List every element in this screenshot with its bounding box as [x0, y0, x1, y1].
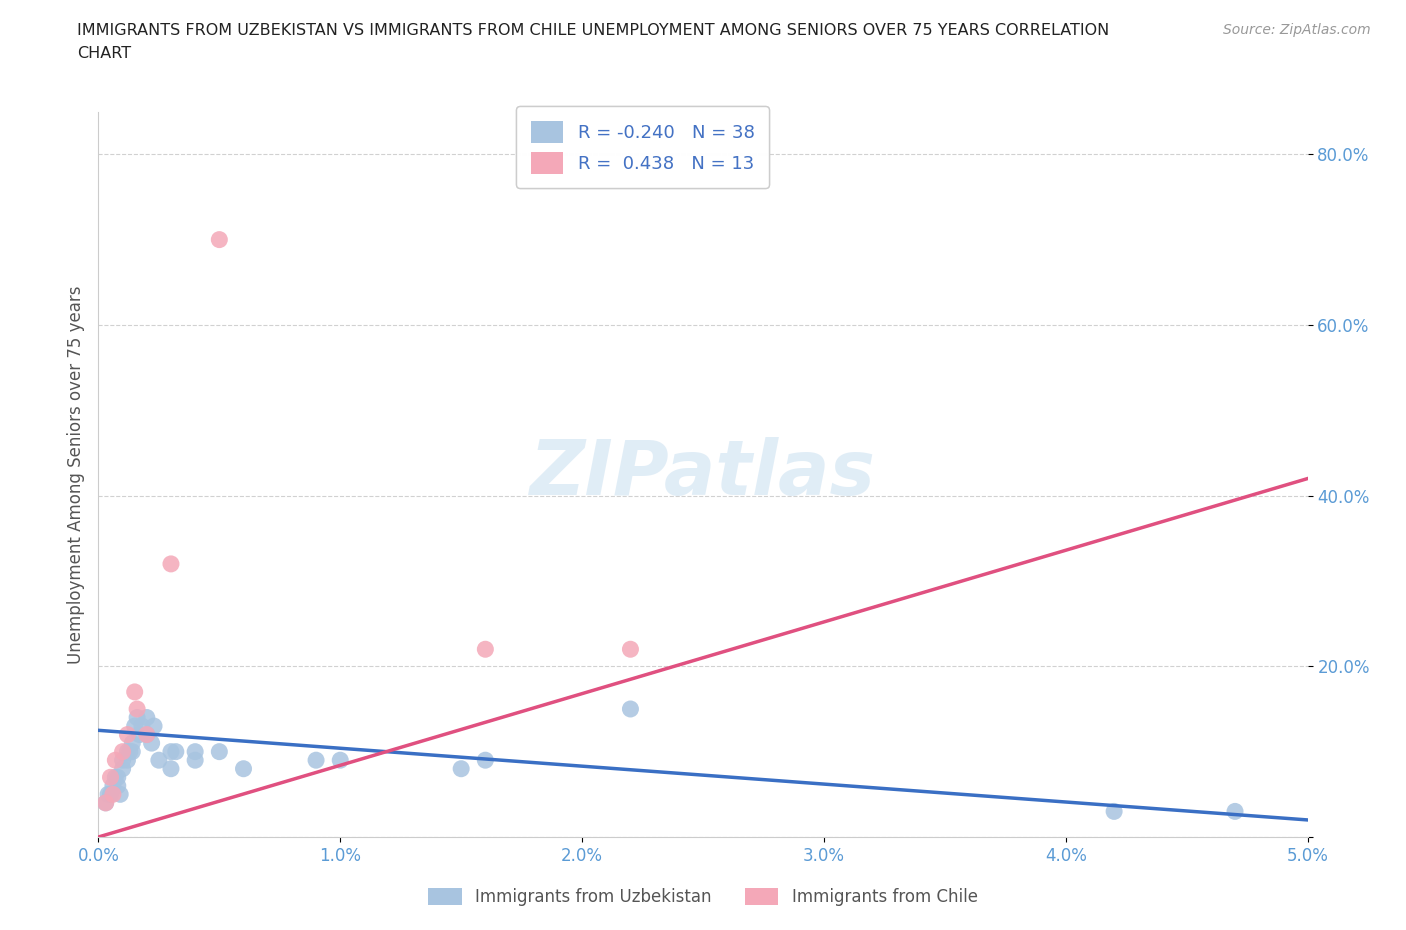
Point [160, 556, 183, 571]
Legend: Immigrants from Uzbekistan, Immigrants from Chile: Immigrants from Uzbekistan, Immigrants f… [422, 881, 984, 912]
Point [160, 744, 183, 759]
Point [450, 762, 472, 777]
Point [474, 752, 496, 767]
Point [97, 787, 120, 802]
Point [124, 684, 146, 699]
Point [1102, 804, 1125, 818]
Point [165, 744, 187, 759]
Point [111, 744, 134, 759]
Point [111, 752, 134, 767]
Point [111, 762, 134, 777]
Point [104, 752, 127, 767]
Point [108, 787, 131, 802]
Point [135, 711, 157, 725]
Text: ZIPatlas: ZIPatlas [530, 437, 876, 512]
Point [305, 752, 328, 767]
Legend: R = -0.240   N = 38, R =  0.438   N = 13: R = -0.240 N = 38, R = 0.438 N = 13 [516, 106, 769, 188]
Point [208, 232, 231, 247]
Point [107, 770, 129, 785]
Point [232, 762, 254, 777]
Point [121, 736, 143, 751]
Point [135, 727, 157, 742]
Point [127, 701, 149, 716]
Point [160, 762, 183, 777]
Point [117, 752, 139, 767]
Point [94, 795, 117, 810]
Point [104, 770, 127, 785]
Point [1223, 804, 1246, 818]
Point [148, 752, 170, 767]
Point [619, 642, 641, 657]
Text: CHART: CHART [77, 46, 131, 61]
Point [619, 701, 641, 716]
Point [184, 744, 207, 759]
Point [131, 719, 153, 734]
Point [474, 642, 496, 657]
Point [101, 778, 124, 793]
Point [128, 727, 150, 742]
Point [208, 744, 231, 759]
Point [107, 778, 129, 793]
Point [143, 719, 166, 734]
Text: Source: ZipAtlas.com: Source: ZipAtlas.com [1223, 23, 1371, 37]
Point [101, 787, 124, 802]
Point [121, 744, 143, 759]
Y-axis label: Unemployment Among Seniors over 75 years: Unemployment Among Seniors over 75 years [66, 286, 84, 663]
Text: IMMIGRANTS FROM UZBEKISTAN VS IMMIGRANTS FROM CHILE UNEMPLOYMENT AMONG SENIORS O: IMMIGRANTS FROM UZBEKISTAN VS IMMIGRANTS… [77, 23, 1109, 38]
Point [329, 752, 352, 767]
Point [100, 770, 122, 785]
Point [135, 727, 157, 742]
Point [117, 744, 139, 759]
Point [184, 752, 207, 767]
Point [124, 719, 146, 734]
Point [94, 795, 117, 810]
Point [127, 711, 149, 725]
Point [118, 744, 141, 759]
Point [117, 727, 139, 742]
Point [100, 787, 122, 802]
Point [141, 736, 163, 751]
